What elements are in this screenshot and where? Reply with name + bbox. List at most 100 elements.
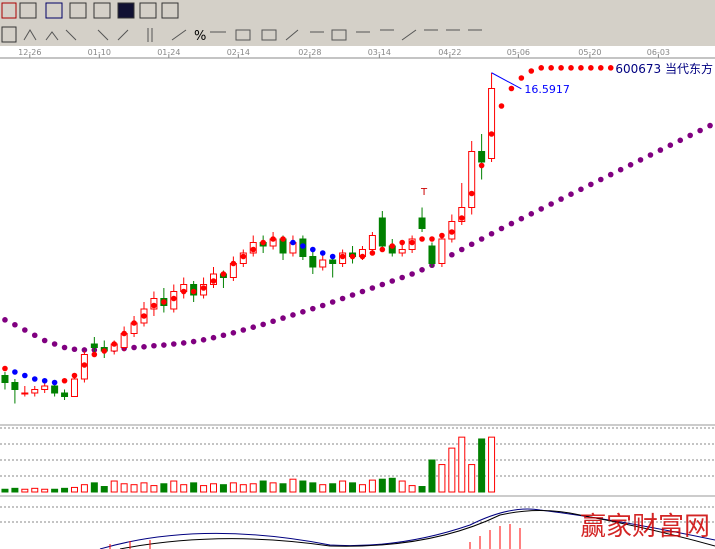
- ma-long-dot: [528, 211, 535, 217]
- tool-icon[interactable]: [45, 2, 63, 19]
- volume-bar: [478, 438, 486, 493]
- ma-short-dot: [508, 85, 515, 92]
- candle-body: [309, 256, 317, 268]
- toolbar-icons: [1, 2, 482, 43]
- ma-long-dot: [270, 318, 276, 325]
- ma-short-dot: [22, 372, 28, 379]
- ma-long-dot: [468, 241, 475, 248]
- x-tick-label: 12-26: [18, 48, 41, 57]
- ma-short-dot: [260, 239, 266, 246]
- ma-short-dot: [101, 348, 108, 354]
- percent-button[interactable]: %: [194, 29, 206, 44]
- tool-icon[interactable]: [19, 2, 37, 19]
- ma-long-dot: [161, 342, 167, 348]
- volume-bar: [80, 484, 88, 493]
- tool-icon[interactable]: [139, 2, 157, 19]
- ma-long-dot: [200, 337, 207, 343]
- ma-short-dot: [339, 253, 346, 260]
- ma-long-dot: [647, 152, 654, 158]
- volume-bar: [41, 488, 49, 493]
- ma-long-dot: [22, 327, 28, 333]
- ma-short-dot: [369, 250, 376, 256]
- ma-short-dot: [578, 65, 584, 71]
- ma-long-dot: [419, 267, 425, 273]
- ma-long-dot: [389, 278, 396, 284]
- ma-short-dot: [220, 271, 227, 277]
- macd-signal: [119, 510, 715, 549]
- volume-bar: [299, 480, 307, 493]
- volume-bar: [249, 483, 257, 493]
- tool-icon[interactable]: [1, 26, 17, 43]
- ma-short-dot: [548, 65, 554, 71]
- ma-long-dot: [61, 344, 68, 351]
- ma-long-dot: [51, 341, 58, 347]
- volume-bar: [279, 483, 287, 493]
- tool-icon[interactable]: [117, 2, 135, 19]
- ma-long-dot: [210, 334, 217, 341]
- tool-icon[interactable]: [1, 2, 17, 19]
- annotation-pointer: [491, 72, 522, 90]
- ma-long-dot: [379, 281, 386, 288]
- ma-long-dot: [697, 127, 703, 134]
- candle-body: [70, 378, 78, 397]
- ma-short-dot: [2, 365, 8, 372]
- volume-bar: [239, 484, 247, 493]
- x-tick-label: 02-14: [227, 48, 250, 57]
- ma-short-dot: [468, 190, 475, 197]
- tool-glyphs: [23, 28, 482, 42]
- ma-long-dot: [310, 305, 316, 312]
- ma-long-dot: [170, 341, 177, 347]
- candle-body: [329, 259, 337, 264]
- volume-bar: [398, 480, 406, 493]
- ma-short-dot: [518, 75, 525, 81]
- volume-bar: [229, 482, 237, 493]
- ma-long-dot: [508, 220, 515, 227]
- ma-short-dot: [300, 243, 306, 249]
- ma-short-dot: [568, 65, 574, 71]
- candle-body: [90, 343, 98, 348]
- ma-short-dot: [290, 239, 296, 246]
- volume-bar: [130, 484, 138, 493]
- ma-long-dot: [657, 147, 664, 153]
- ma-short-dot: [151, 302, 157, 309]
- tool-icon[interactable]: [69, 2, 87, 19]
- volume-grid: [0, 427, 715, 477]
- volume-bar: [21, 488, 29, 493]
- ma-short-dot: [180, 288, 187, 295]
- candle-body: [488, 88, 496, 159]
- volume-bar: [90, 482, 98, 493]
- tool-icon[interactable]: [161, 2, 179, 19]
- ma-long-dot: [359, 288, 366, 295]
- candle-body: [478, 151, 486, 163]
- ma-long-dot: [498, 225, 505, 232]
- ma-long-dot: [687, 132, 693, 139]
- candle-body: [468, 151, 476, 208]
- volume-bar: [1, 488, 9, 493]
- ma-long-dot: [339, 295, 346, 302]
- candle-body: [1, 375, 9, 383]
- candle-body: [21, 392, 29, 395]
- ma-long-dot: [369, 285, 376, 291]
- ma-short-dot: [478, 162, 485, 169]
- ma-short-dot: [439, 232, 445, 239]
- x-tick-label: 05-20: [578, 48, 601, 57]
- tool-icon[interactable]: [93, 2, 111, 19]
- ma-short-dot: [170, 295, 177, 302]
- ma-long-dot: [607, 171, 614, 178]
- ma-short-dot: [389, 243, 396, 249]
- ma-short-dot: [419, 236, 425, 242]
- ma-long-dot: [2, 317, 8, 323]
- volume-bar: [70, 486, 78, 493]
- x-tick-label: 02-28: [298, 48, 321, 57]
- volume-bar: [170, 480, 178, 493]
- ma-short-dot: [61, 377, 68, 384]
- volume-bar: [219, 484, 227, 493]
- volume-bar: [349, 482, 357, 493]
- volume-bar: [358, 484, 366, 493]
- candle-body: [319, 259, 327, 268]
- date-strip: [0, 46, 715, 58]
- price-annotation: 16.5917: [524, 83, 570, 96]
- ma-short-dot: [458, 215, 465, 221]
